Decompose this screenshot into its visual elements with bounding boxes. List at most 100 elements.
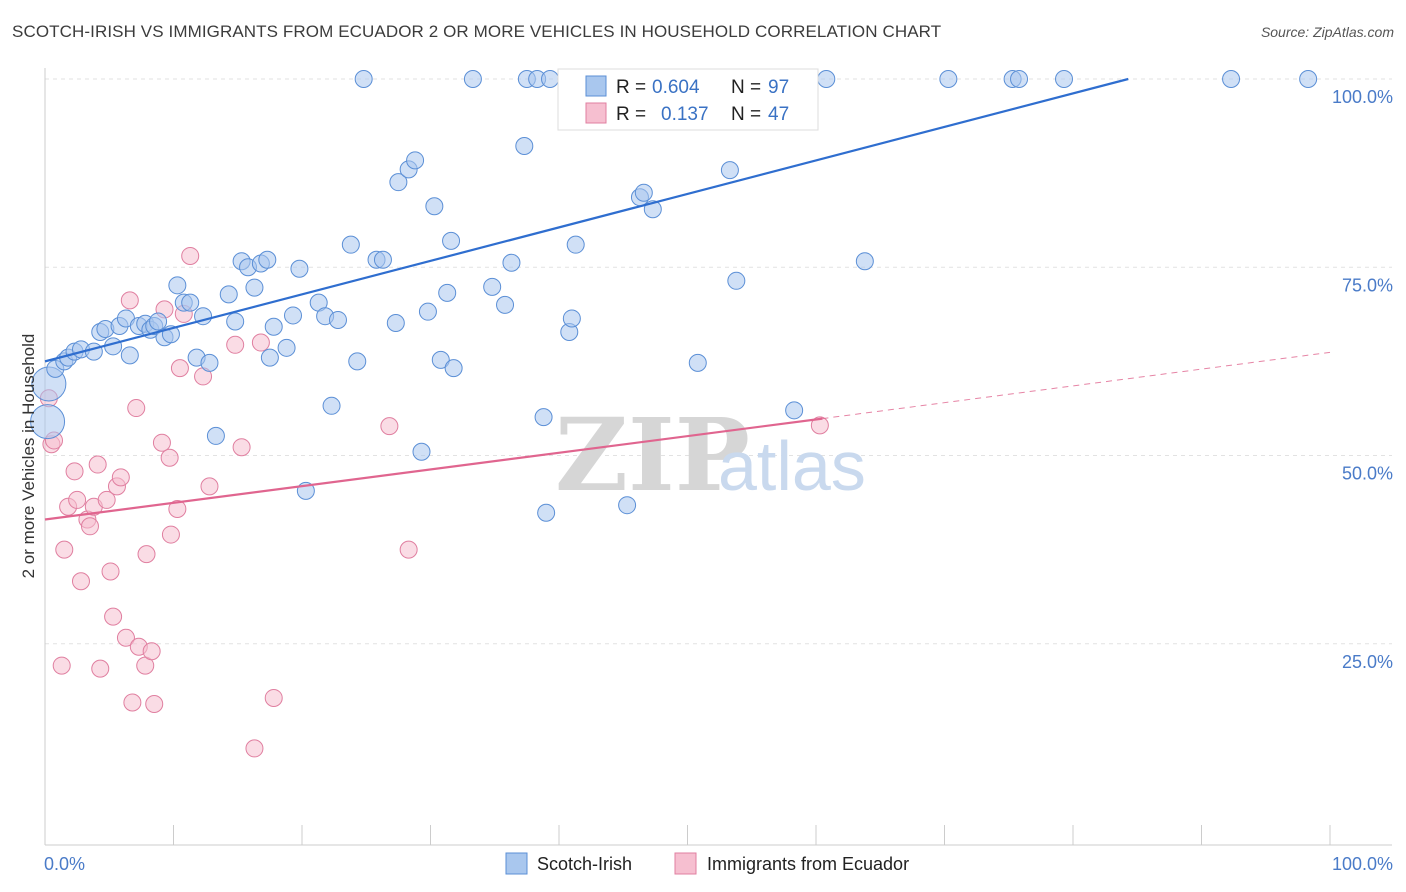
scotch-irish-point <box>341 235 360 254</box>
ecuador-point <box>137 545 156 564</box>
ecuador-point <box>88 455 107 474</box>
ecuador-point <box>127 399 146 418</box>
ecuador-point <box>97 490 116 509</box>
scotch-irish-point <box>168 276 187 295</box>
stats-legend-box: R = 0.604 N = 97 R = 0.137 N = 47 <box>557 68 819 131</box>
scotch-irish-point <box>939 70 958 88</box>
ecuador-trend-line <box>44 417 823 521</box>
scotch-irish-point <box>817 70 836 88</box>
scotch-irish-point <box>120 346 139 365</box>
stats-pink-n-value: 47 <box>768 104 789 125</box>
ecuador-point <box>65 462 84 481</box>
ecuador-point <box>160 448 179 467</box>
legend-scotch-irish-swatch <box>505 852 528 875</box>
scotch-irish-point <box>149 312 168 331</box>
ecuador-point <box>810 416 829 435</box>
y-axis-label: 2 or more Vehicles in Household <box>19 334 38 579</box>
stats-blue-n-label: N = <box>731 77 761 98</box>
ecuador-point <box>91 659 110 678</box>
tick-labels: 25.0% 50.0% 75.0% 100.0% 0.0% 100.0% <box>44 87 1393 874</box>
scotch-irish-point <box>412 442 431 461</box>
stats-blue-n-value: 97 <box>768 77 789 98</box>
scotch-irish-point <box>537 503 556 522</box>
scotch-irish-point <box>618 496 637 515</box>
y-tick-label-50: 50.0% <box>1342 464 1393 484</box>
scotch-irish-point <box>562 309 581 328</box>
ecuador-point <box>111 468 130 487</box>
scotch-irish-point <box>1055 70 1074 88</box>
watermark-zip: ZIP <box>555 396 750 514</box>
stats-blue-r-label: R = <box>616 77 646 98</box>
scotch-irish-trend-line <box>44 77 1129 363</box>
scotch-irish-point <box>277 338 296 357</box>
scotch-irish-point <box>496 295 515 314</box>
axes <box>44 68 1392 846</box>
stats-pink-r-label: R = <box>616 104 646 125</box>
ecuador-point <box>80 517 99 536</box>
ecuador-point <box>101 562 120 581</box>
scotch-irish-point <box>688 353 707 372</box>
scotch-irish-point <box>389 173 408 192</box>
watermark: ZIP atlas <box>555 396 866 514</box>
scotch-irish-point <box>720 161 739 180</box>
scotch-irish-point <box>438 283 457 302</box>
chart-title: SCOTCH-IRISH VS IMMIGRANTS FROM ECUADOR … <box>12 22 942 41</box>
ecuador-point <box>168 499 187 518</box>
scotch-irish-point <box>515 137 534 156</box>
series-ecuador-points <box>39 246 829 758</box>
ecuador-point <box>380 417 399 436</box>
ecuador-point <box>245 739 264 758</box>
stats-blue-swatch <box>585 75 607 97</box>
scotch-irish-point <box>84 342 103 361</box>
ecuador-point <box>226 335 245 354</box>
legend-scotch-irish-label: Scotch-Irish <box>537 854 632 874</box>
scotch-irish-point <box>1299 70 1318 88</box>
scotch-irish-point <box>181 293 200 312</box>
trend-lines <box>44 77 1331 521</box>
scotch-irish-point <box>406 151 425 170</box>
scotch-irish-point <box>245 278 264 297</box>
ecuador-point <box>52 656 71 675</box>
scotch-irish-point <box>348 352 367 371</box>
ecuador-point <box>55 540 74 559</box>
scotch-irish-point <box>1010 70 1029 88</box>
scotch-irish-point <box>534 408 553 427</box>
scotch-irish-point <box>431 350 450 369</box>
scotch-irish-point <box>104 337 123 356</box>
scotch-irish-point <box>1222 70 1241 88</box>
stats-pink-n-label: N = <box>731 104 761 125</box>
stats-blue-r-value: 0.604 <box>652 77 700 98</box>
scotch-irish-point <box>442 231 461 250</box>
scotch-irish-point <box>541 70 560 88</box>
y-tick-label-75: 75.0% <box>1342 275 1393 295</box>
gridlines <box>45 78 1392 645</box>
scotch-irish-point <box>226 312 245 331</box>
scotch-irish-point <box>502 253 521 272</box>
x-tick-label-0: 0.0% <box>44 854 85 874</box>
ecuador-point <box>161 525 180 544</box>
y-tick-label-100: 100.0% <box>1332 87 1393 107</box>
scotch-irish-point <box>264 317 283 336</box>
ecuador-point <box>170 359 189 378</box>
scotch-irish-point <box>322 396 341 415</box>
ecuador-point <box>200 477 219 496</box>
y-tick-label-25: 25.0% <box>1342 652 1393 672</box>
scotch-irish-point <box>425 197 444 216</box>
ecuador-point <box>232 438 251 457</box>
scotch-irish-point <box>206 426 225 445</box>
legend-ecuador-label: Immigrants from Ecuador <box>707 854 909 874</box>
ecuador-point <box>145 694 164 713</box>
ecuador-point <box>71 572 90 591</box>
scotch-irish-point <box>290 259 309 278</box>
ecuador-trend-extension <box>822 351 1331 420</box>
ecuador-point <box>181 246 200 265</box>
ecuador-point <box>251 333 270 352</box>
scotch-irish-point <box>200 353 219 372</box>
scotch-irish-point <box>260 348 279 367</box>
legend-ecuador-swatch <box>674 852 697 875</box>
scotch-irish-point <box>30 404 66 440</box>
scotch-irish-point <box>418 302 437 321</box>
stats-pink-swatch <box>585 102 607 124</box>
ecuador-point <box>68 490 87 509</box>
